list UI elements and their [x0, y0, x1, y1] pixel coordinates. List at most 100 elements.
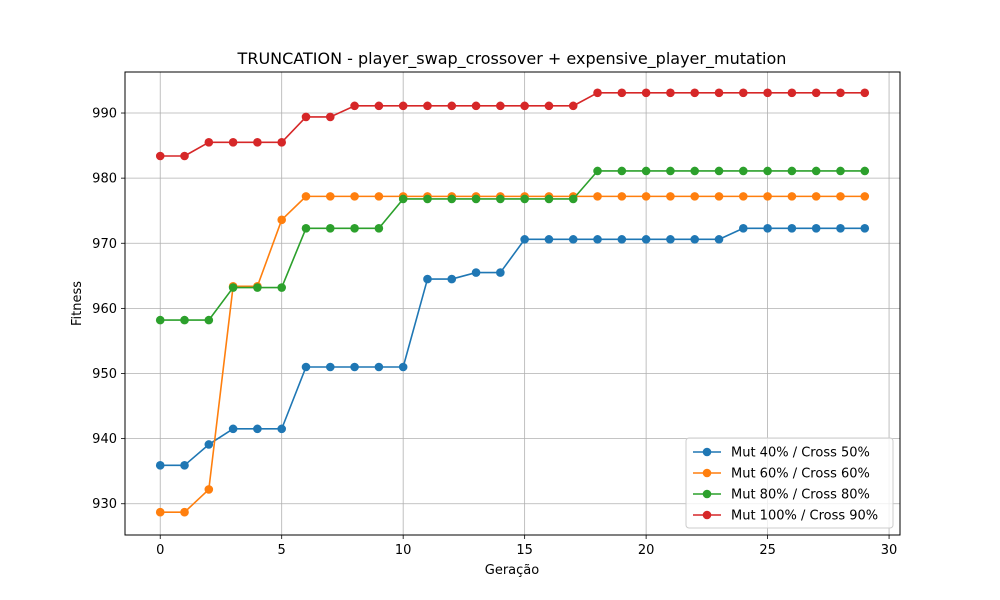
- data-point: [374, 101, 384, 111]
- data-point: [301, 192, 311, 201]
- x-tick-label: 10: [395, 543, 412, 558]
- x-tick-label: 25: [759, 543, 776, 558]
- data-point: [617, 88, 627, 98]
- data-point: [155, 507, 165, 517]
- data-point: [350, 101, 359, 111]
- legend-item: Mut 60% / Cross 60%: [693, 467, 870, 482]
- y-axis-ticks: 930 940 950 960 970 980 990: [92, 107, 125, 512]
- data-point: [568, 235, 578, 244]
- y-tick-label: 960: [92, 302, 117, 317]
- data-point: [860, 223, 870, 233]
- legend-item: Mut 100% / Cross 90%: [693, 509, 878, 524]
- data-point: [763, 88, 772, 98]
- data-point: [155, 315, 165, 325]
- data-point: [471, 194, 481, 204]
- data-point: [641, 166, 651, 176]
- data-point: [423, 274, 432, 284]
- data-point: [398, 194, 408, 204]
- data-point: [544, 194, 554, 204]
- y-tick-label: 990: [92, 107, 117, 122]
- x-tick-label: 15: [516, 543, 533, 558]
- legend-label: Mut 100% / Cross 90%: [731, 509, 878, 524]
- data-point: [180, 507, 189, 517]
- data-point: [544, 235, 554, 244]
- legend-label: Mut 60% / Cross 60%: [731, 467, 870, 482]
- data-point: [811, 166, 821, 176]
- data-point: [398, 101, 408, 111]
- data-point: [228, 424, 238, 434]
- data-point: [374, 362, 384, 372]
- data-point: [253, 283, 262, 292]
- data-point: [471, 101, 481, 111]
- data-point: [228, 138, 238, 147]
- data-point: [641, 192, 651, 201]
- data-point: [325, 223, 335, 233]
- data-point: [690, 235, 700, 244]
- data-point: [447, 194, 457, 204]
- data-point: [787, 192, 797, 201]
- legend-marker: [702, 510, 712, 520]
- data-point: [204, 138, 214, 147]
- data-point: [398, 362, 408, 372]
- data-point: [666, 88, 675, 98]
- data-point: [374, 223, 384, 233]
- data-point: [714, 88, 724, 98]
- data-point: [738, 88, 748, 98]
- series-1: [155, 223, 870, 470]
- data-point: [593, 88, 602, 98]
- data-point: [204, 485, 214, 494]
- data-point: [836, 88, 845, 98]
- y-axis-title: Fitness: [70, 281, 85, 326]
- legend: Mut 40% / Cross 50% Mut 60% / Cross 60% Mu…: [685, 437, 894, 529]
- x-tick-label: 30: [881, 543, 898, 558]
- data-point: [690, 192, 700, 201]
- data-point: [520, 101, 529, 111]
- data-point: [666, 166, 675, 176]
- data-point: [763, 192, 772, 201]
- y-tick-label: 980: [92, 172, 117, 187]
- data-point: [860, 166, 870, 176]
- data-point: [617, 235, 627, 244]
- data-point: [277, 138, 287, 147]
- data-point: [301, 112, 311, 122]
- data-point: [593, 235, 602, 244]
- legend-marker: [702, 468, 712, 478]
- data-point: [374, 192, 384, 201]
- y-tick-label: 930: [92, 497, 117, 512]
- y-tick-label: 940: [92, 432, 117, 447]
- data-point: [738, 223, 748, 233]
- data-point: [593, 166, 602, 176]
- data-point: [836, 166, 845, 176]
- data-point: [253, 138, 262, 147]
- data-point: [738, 166, 748, 176]
- data-point: [423, 101, 432, 111]
- data-point: [617, 192, 627, 201]
- data-point: [447, 274, 457, 284]
- series-4: [155, 88, 870, 161]
- data-point: [180, 461, 189, 470]
- data-point: [155, 151, 165, 161]
- data-point: [277, 283, 287, 292]
- legend-frame: [685, 437, 894, 529]
- data-point: [180, 151, 189, 161]
- data-point: [471, 268, 481, 277]
- data-point: [860, 192, 870, 201]
- data-point: [301, 362, 311, 372]
- series-3: [155, 166, 870, 325]
- data-point: [350, 192, 359, 201]
- data-point: [666, 192, 675, 201]
- data-point: [277, 215, 287, 225]
- grid: [125, 72, 900, 535]
- data-point: [325, 192, 335, 201]
- data-point: [301, 223, 311, 233]
- data-point: [787, 223, 797, 233]
- legend-label: Mut 40% / Cross 50%: [731, 446, 870, 461]
- y-tick-label: 970: [92, 237, 117, 252]
- legend-item: Mut 80% / Cross 80%: [693, 488, 870, 503]
- data-point: [690, 88, 700, 98]
- data-point: [350, 223, 359, 233]
- data-point: [568, 101, 578, 111]
- data-point: [593, 192, 602, 201]
- data-point: [641, 235, 651, 244]
